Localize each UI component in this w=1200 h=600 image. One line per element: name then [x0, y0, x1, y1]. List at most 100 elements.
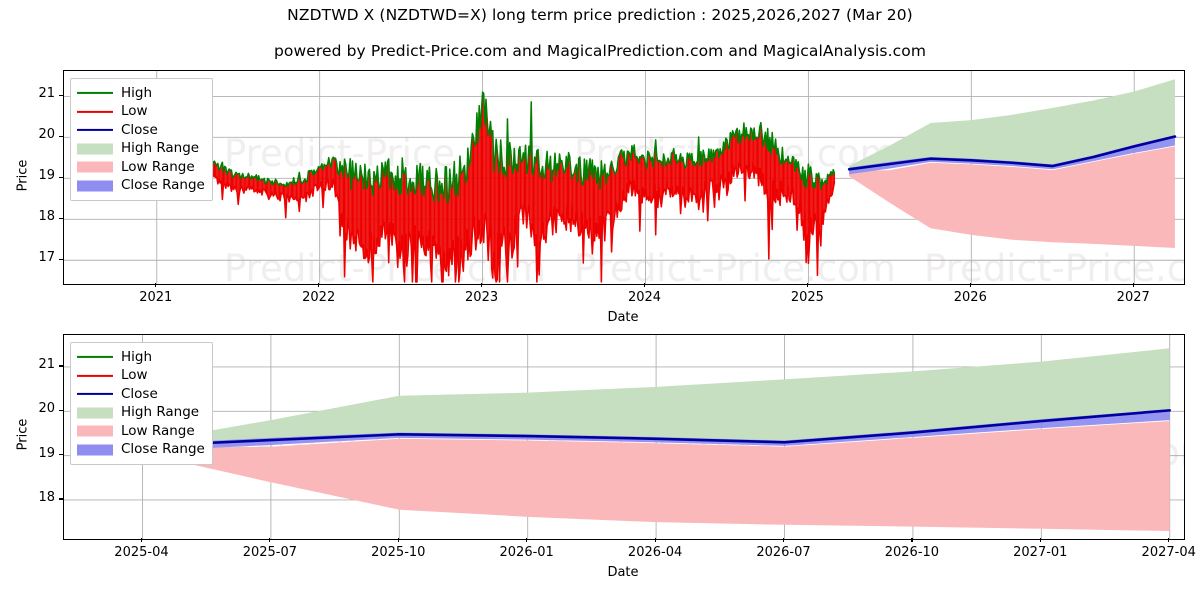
y-tick-label: 20 — [38, 127, 55, 143]
top-plot-area: Predict-Price.com Predict-Price.com Predic… — [63, 70, 1185, 285]
swatch — [77, 425, 113, 437]
y-tick-mark — [59, 217, 63, 219]
y-tick-label: 19 — [38, 445, 55, 461]
y-tick-label: 19 — [38, 168, 55, 184]
bottom-chart-panel: Predict-Price.comPredict-Price.comPredic… — [63, 334, 1185, 540]
x-tick-mark — [318, 283, 320, 287]
x-tick-mark — [1168, 538, 1170, 542]
x-tick-label: 2027-01 — [1013, 545, 1068, 560]
legend-item-label: Close — [121, 385, 158, 402]
legend-item-low: Low — [77, 367, 204, 386]
legend-item-low: Low — [77, 103, 204, 122]
legend-item-high-range: High Range — [77, 404, 204, 423]
legend-patch-swatch-icon — [77, 424, 113, 438]
x-tick-mark — [526, 538, 528, 542]
x-tick-mark — [397, 538, 399, 542]
legend-patch-swatch-icon — [77, 443, 113, 457]
x-tick-mark — [969, 283, 971, 287]
x-tick-label: 2026-10 — [884, 545, 940, 560]
y-tick-label: 21 — [38, 86, 55, 102]
y-tick-label: 17 — [38, 250, 55, 266]
svg-text:Predict-Price.com: Predict-Price.com — [574, 247, 896, 284]
legend-line-swatch-icon — [77, 123, 113, 137]
bottom-plot-area: Predict-Price.comPredict-Price.comPredic… — [63, 334, 1185, 540]
legend-line-swatch-icon — [77, 105, 113, 119]
legend-item-label: Close Range — [121, 441, 205, 457]
y-tick-label: 18 — [38, 209, 55, 225]
y-tick-mark — [59, 94, 63, 96]
legend-item-high-range: High Range — [77, 140, 204, 159]
swatch — [77, 407, 113, 419]
top-plot-svg: Predict-Price.com Predict-Price.com Predic… — [64, 71, 1184, 284]
bottom-chart-legend: High Low Close High Range Low Range Close Ran… — [70, 342, 213, 465]
y-axis-title: Price — [15, 159, 31, 191]
x-tick-label: 2026 — [953, 290, 987, 305]
legend-item-label: High Range — [121, 404, 200, 420]
x-tick-mark — [806, 283, 808, 287]
y-axis-title: Price — [15, 418, 31, 451]
legend-line-swatch-icon — [77, 369, 113, 383]
x-tick-mark — [481, 283, 483, 287]
x-tick-label: 2027-04 — [1141, 545, 1196, 560]
legend-item-high: High — [77, 84, 204, 103]
legend-patch-swatch-icon — [77, 406, 113, 420]
swatch — [77, 143, 113, 155]
y-tick-mark — [59, 258, 63, 260]
x-tick-label: 2027 — [1116, 290, 1150, 305]
x-tick-mark — [654, 538, 656, 542]
x-tick-mark — [1039, 538, 1041, 542]
legend-item-close-range: Close Range — [77, 177, 205, 196]
legend-item-close: Close — [77, 385, 204, 404]
legend-patch-swatch-icon — [77, 160, 113, 174]
y-tick-label: 21 — [38, 356, 55, 372]
x-tick-label: 2025-10 — [371, 545, 426, 560]
legend-item-low-range: Low Range — [77, 158, 204, 177]
swatch — [77, 161, 113, 173]
legend-item-label: Close — [121, 121, 158, 138]
y-tick-mark — [59, 365, 63, 367]
legend-item-label: High Range — [121, 140, 200, 156]
legend-item-label: Low — [121, 103, 148, 119]
x-tick-mark — [783, 538, 785, 542]
y-tick-label: 20 — [38, 401, 55, 417]
legend-patch-swatch-icon — [77, 142, 113, 156]
legend-item-label: Low Range — [121, 158, 195, 175]
x-tick-mark — [1132, 283, 1134, 287]
svg-text:Predict-Price.com: Predict-Price.com — [924, 247, 1184, 284]
legend-item-low-range: Low Range — [77, 422, 204, 441]
x-tick-label: 2023 — [465, 290, 499, 305]
legend-line-swatch-icon — [77, 86, 113, 100]
y-tick-mark — [59, 135, 63, 137]
legend-item-high: High — [77, 348, 204, 367]
legend-line-swatch-icon — [77, 387, 113, 401]
x-axis-title: Date — [607, 565, 639, 580]
y-tick-mark — [59, 409, 63, 411]
x-tick-label: 2025 — [790, 290, 824, 305]
page-title: NZDTWD X (NZDTWD=X) long term price pred… — [287, 6, 913, 24]
x-tick-label: 2026-01 — [499, 545, 554, 560]
x-tick-mark — [155, 283, 157, 287]
x-tick-mark — [911, 538, 913, 542]
top-chart-legend: High Low Close High Range Low Range Close Ran… — [70, 78, 213, 201]
legend-item-label: Close Range — [121, 177, 205, 193]
legend-item-close-range: Close Range — [77, 441, 205, 460]
x-tick-label: 2021 — [139, 290, 173, 305]
legend-item-label: High — [121, 84, 153, 101]
y-tick-label: 18 — [38, 489, 55, 505]
y-tick-mark — [59, 498, 63, 500]
swatch — [77, 129, 113, 132]
legend-patch-swatch-icon — [77, 179, 113, 193]
swatch — [77, 92, 113, 95]
y-tick-mark — [59, 176, 63, 178]
legend-item-close: Close — [77, 121, 204, 140]
swatch — [77, 444, 113, 456]
x-tick-label: 2026-04 — [627, 545, 683, 560]
x-tick-label: 2025-07 — [242, 545, 298, 560]
x-tick-label: 2026-07 — [756, 545, 811, 560]
y-tick-mark — [59, 454, 63, 456]
swatch — [77, 374, 113, 377]
x-tick-mark — [269, 538, 271, 542]
x-tick-label: 2024 — [627, 290, 662, 305]
legend-line-swatch-icon — [77, 350, 113, 364]
